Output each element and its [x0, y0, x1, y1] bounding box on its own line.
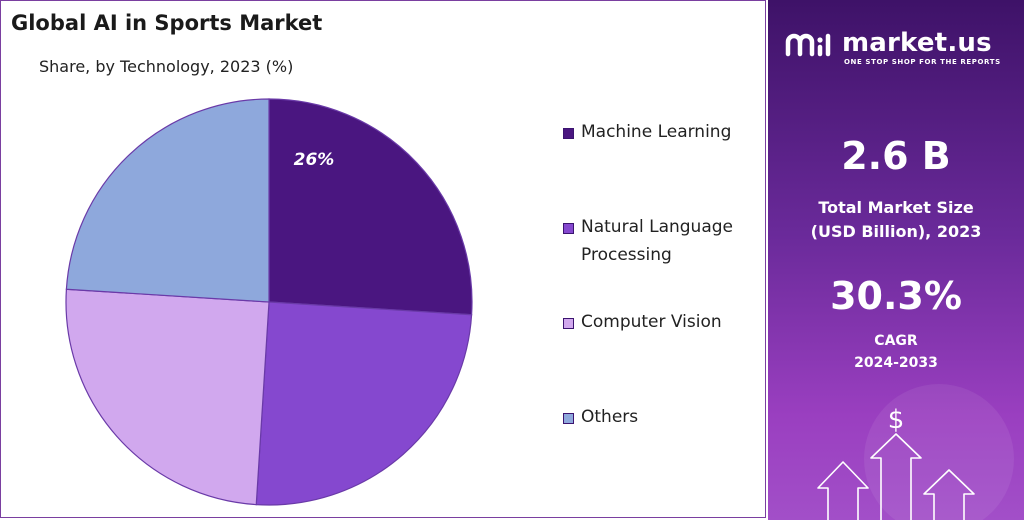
- cagr-value: 30.3%: [830, 274, 962, 318]
- legend-label: Others: [581, 407, 639, 427]
- legend-item: Others: [563, 407, 761, 431]
- legend-swatch: [563, 413, 574, 424]
- pie-slice-natural-language-processing: [255, 301, 473, 506]
- legend-swatch: [563, 223, 574, 234]
- legend-item: Machine Learning: [563, 122, 761, 146]
- market-us-logo-icon: [785, 33, 831, 57]
- legend-label: Machine Learning: [581, 122, 732, 142]
- pie-slice-machine-learning: [268, 98, 473, 316]
- chart-title: Global AI in Sports Market: [11, 11, 323, 35]
- brand-tagline: ONE STOP SHOP FOR THE REPORTS: [844, 58, 1001, 66]
- market-size-label-line-1: Total Market Size: [818, 198, 974, 217]
- chart-subtitle: Share, by Technology, 2023 (%): [39, 57, 294, 76]
- legend-item: Natural Language Processing: [563, 217, 761, 269]
- market-size-label-line-2: (USD Billion), 2023: [810, 222, 982, 241]
- market-size-value: 2.6 B: [841, 134, 951, 178]
- pie-slice-others: [65, 98, 270, 303]
- cagr-label: CAGR: [874, 333, 918, 349]
- data-label-machine-learning: 26%: [294, 150, 335, 170]
- legend-item: Computer Vision: [563, 312, 761, 336]
- dollar-icon: $: [888, 405, 905, 435]
- side-panel: market.us ONE STOP SHOP FOR THE REPORTS …: [768, 0, 1024, 520]
- decorative-circle: [864, 384, 1014, 520]
- pie-slice-computer-vision: [65, 288, 270, 506]
- brand-name: market.us: [842, 28, 992, 58]
- legend-label: Computer Vision: [581, 312, 722, 332]
- legend-label: Natural Language Processing: [581, 217, 734, 265]
- growth-arrows-icon: $: [817, 405, 975, 520]
- legend-swatch: [563, 128, 574, 139]
- chart-panel: Global AI in Sports Market Share, by Tec…: [0, 0, 766, 518]
- legend-swatch: [563, 318, 574, 329]
- cagr-period: 2024-2033: [854, 355, 938, 371]
- pie-chart: 26%: [65, 98, 473, 506]
